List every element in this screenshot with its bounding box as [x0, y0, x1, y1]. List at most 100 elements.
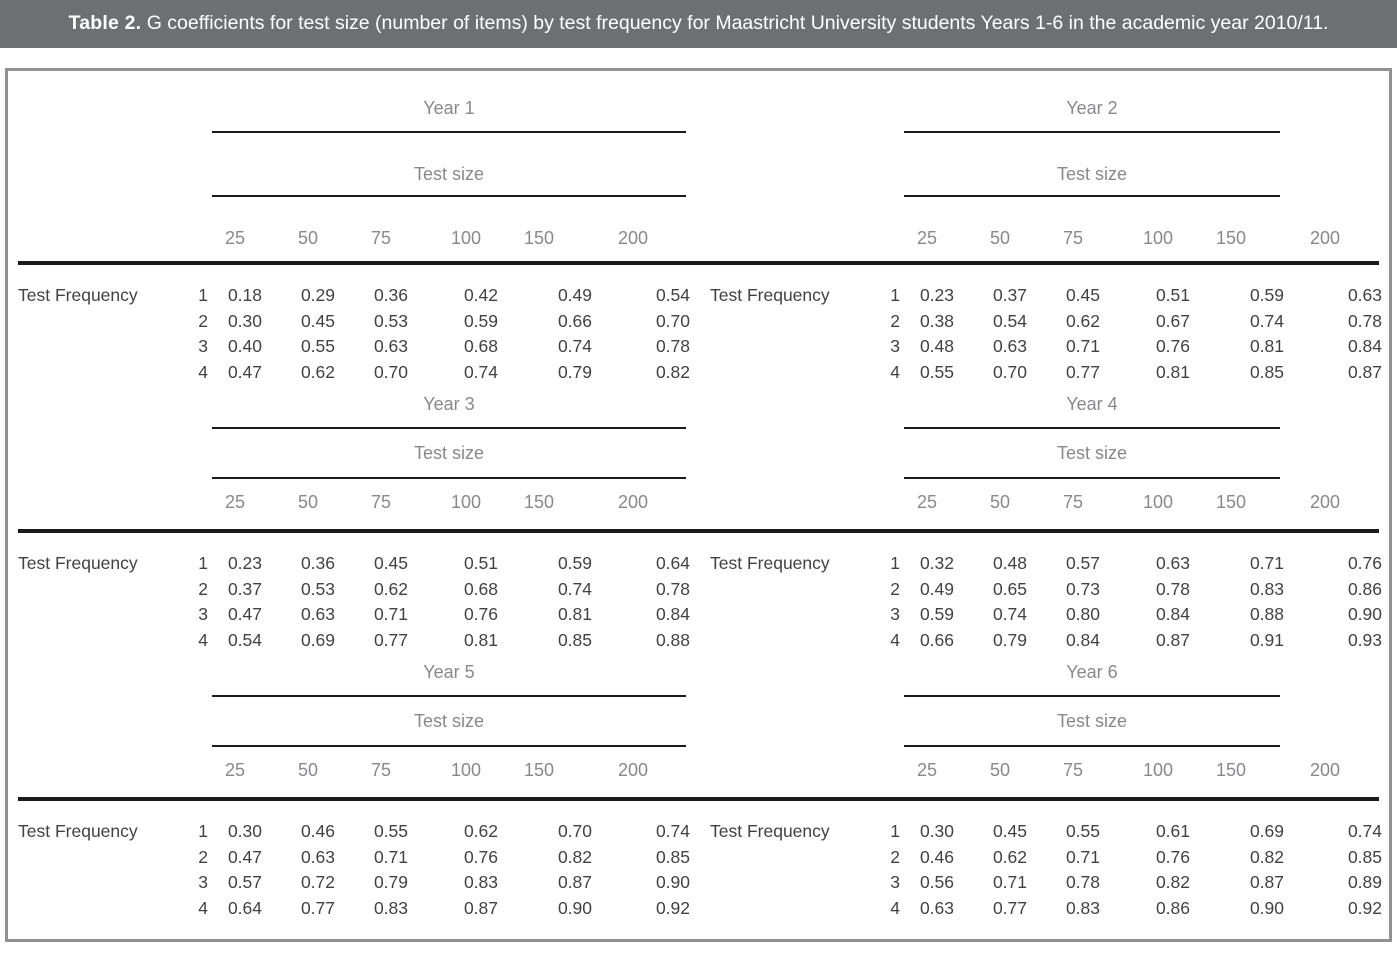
g-coefficient-value: 0.38	[919, 310, 954, 331]
g-coefficient-value: 0.84	[1347, 336, 1382, 356]
frequency-value: 2	[198, 846, 208, 867]
test-size-col-header: 100	[450, 492, 481, 512]
row-label-spacer	[710, 628, 857, 654]
test-size-col-header: 200	[1309, 228, 1340, 248]
data-row: 2 0.47 0.63 0.71 0.76 0.82 0.85	[18, 845, 690, 871]
g-coefficient-value: 0.63	[919, 897, 954, 918]
test-size-col-header: 75	[1062, 492, 1083, 512]
g-coefficient-value: 0.77	[992, 897, 1027, 918]
g-coefficient-value: 0.90	[655, 872, 690, 892]
g-coefficient-value: 0.59	[919, 604, 954, 624]
g-coefficient-value: 0.78	[1065, 872, 1100, 892]
band-years-1-2: Year 1 Test size 25 50 75 100 150 200 Year 2 …	[18, 71, 1382, 385]
data-row: 3 0.59 0.74 0.80 0.84 0.88 0.90	[710, 602, 1382, 628]
data-row: 3 0.56 0.71 0.78 0.82 0.87 0.89	[710, 870, 1382, 896]
g-coefficient-value: 0.83	[1249, 578, 1284, 599]
g-coefficient-value: 0.45	[992, 821, 1027, 841]
year-title: Year 3	[212, 385, 686, 429]
g-coefficient-value: 0.65	[992, 578, 1027, 599]
frequency-value: 3	[198, 336, 208, 356]
g-coefficient-value: 0.76	[1347, 553, 1382, 573]
test-size-col-header: 25	[916, 760, 937, 780]
g-coefficient-value: 0.45	[300, 310, 335, 331]
test-size-col-header: 50	[989, 492, 1010, 512]
row-label-spacer	[710, 577, 857, 603]
g-coefficient-value: 0.71	[373, 846, 408, 867]
g-coefficient-value: 0.59	[1249, 285, 1284, 305]
g-coefficient-value: 0.66	[919, 629, 954, 650]
thick-rule	[18, 797, 1379, 801]
g-coefficient-value: 0.63	[300, 604, 335, 624]
test-size-col-header: 75	[1062, 228, 1083, 248]
data-row: 4 0.55 0.70 0.77 0.81 0.85 0.87	[710, 360, 1382, 386]
g-coefficient-value: 0.70	[655, 310, 690, 331]
data-row: 3 0.57 0.72 0.79 0.83 0.87 0.90	[18, 870, 690, 896]
g-coefficient-value: 0.63	[373, 336, 408, 356]
g-coefficient-value: 0.90	[1347, 604, 1382, 624]
g-coefficient-value: 0.63	[1347, 285, 1382, 305]
g-coefficient-value: 0.64	[655, 553, 690, 573]
test-size-col-header: 150	[523, 492, 554, 512]
test-size-col-header: 25	[224, 492, 245, 512]
test-size-col-header: 200	[617, 492, 648, 512]
frequency-value: 2	[198, 310, 208, 331]
g-coefficient-value: 0.63	[1155, 553, 1190, 573]
row-group-label: Test Frequency	[710, 553, 830, 573]
row-group-label: Test Frequency	[710, 821, 830, 841]
frequency-value: 2	[890, 310, 900, 331]
g-coefficient-value: 0.62	[463, 821, 498, 841]
g-coefficient-value: 0.23	[227, 553, 262, 573]
test-size-col-header: 25	[916, 228, 937, 248]
thick-rule	[18, 261, 1379, 265]
g-coefficient-value: 0.78	[1155, 578, 1190, 599]
frequency-value: 1	[890, 285, 900, 305]
g-coefficient-value: 0.23	[919, 285, 954, 305]
data-row: 2 0.37 0.53 0.62 0.68 0.74 0.78	[18, 577, 690, 603]
g-coefficient-value: 0.71	[373, 604, 408, 624]
g-coefficient-value: 0.87	[557, 872, 592, 892]
row-label-spacer	[18, 896, 165, 922]
frequency-value: 1	[198, 821, 208, 841]
g-coefficient-value: 0.67	[1155, 310, 1190, 331]
row-label-spacer	[710, 602, 857, 628]
data-row: 4 0.64 0.77 0.83 0.87 0.90 0.92	[18, 896, 690, 922]
g-coefficient-value: 0.72	[300, 872, 335, 892]
data-row: 2 0.38 0.54 0.62 0.67 0.74 0.78	[710, 309, 1382, 335]
data-row: 3 0.48 0.63 0.71 0.76 0.81 0.84	[710, 334, 1382, 360]
frequency-value: 3	[890, 604, 900, 624]
g-coefficient-value: 0.64	[227, 897, 262, 918]
year-2-body: Test Frequency 1 0.23 0.37 0.45 0.51 0.59 0.63 2…	[710, 283, 1382, 385]
data-row: 2 0.46 0.62 0.71 0.76 0.82 0.85	[710, 845, 1382, 871]
data-row: Test Frequency 1 0.23 0.37 0.45 0.51 0.59 0.63	[710, 283, 1382, 309]
g-coefficient-value: 0.62	[992, 846, 1027, 867]
year-4-header: Year 4 Test size 25 50 75 100 150 200	[710, 385, 1382, 529]
g-coefficient-value: 0.30	[227, 310, 262, 331]
year-3-header: Year 3 Test size 25 50 75 100 150 200	[18, 385, 690, 529]
frequency-value: 1	[890, 821, 900, 841]
g-coefficient-value: 0.74	[1347, 821, 1382, 841]
test-size-col-header: 150	[1215, 760, 1246, 780]
g-coefficient-value: 0.84	[1065, 629, 1100, 650]
row-label-spacer	[710, 845, 857, 871]
test-size-col-header: 25	[224, 760, 245, 780]
g-coefficient-value: 0.81	[1155, 361, 1190, 382]
g-coefficient-value: 0.77	[1065, 361, 1100, 382]
g-coefficient-value: 0.86	[1155, 897, 1190, 918]
row-group-label: Test Frequency	[710, 285, 830, 305]
data-row: 2 0.30 0.45 0.53 0.59 0.66 0.70	[18, 309, 690, 335]
g-coefficient-value: 0.71	[1065, 846, 1100, 867]
g-coefficient-value: 0.55	[373, 821, 408, 841]
g-coefficient-value: 0.70	[373, 361, 408, 382]
year-6-body: Test Frequency 1 0.30 0.45 0.55 0.61 0.69 0.74 2…	[710, 819, 1382, 921]
g-coefficient-value: 0.81	[557, 604, 592, 624]
g-coefficient-value: 0.74	[1249, 310, 1284, 331]
g-coefficient-value: 0.29	[300, 285, 335, 305]
g-coefficient-value: 0.81	[463, 629, 498, 650]
table-caption-bar: Table 2. G coefficients for test size (n…	[0, 0, 1397, 48]
g-coefficient-value: 0.84	[655, 604, 690, 624]
row-group-label: Test Frequency	[18, 285, 138, 305]
g-coefficient-value: 0.88	[655, 629, 690, 650]
frequency-value: 1	[198, 553, 208, 573]
frequency-value: 2	[198, 578, 208, 599]
frequency-value: 2	[890, 578, 900, 599]
